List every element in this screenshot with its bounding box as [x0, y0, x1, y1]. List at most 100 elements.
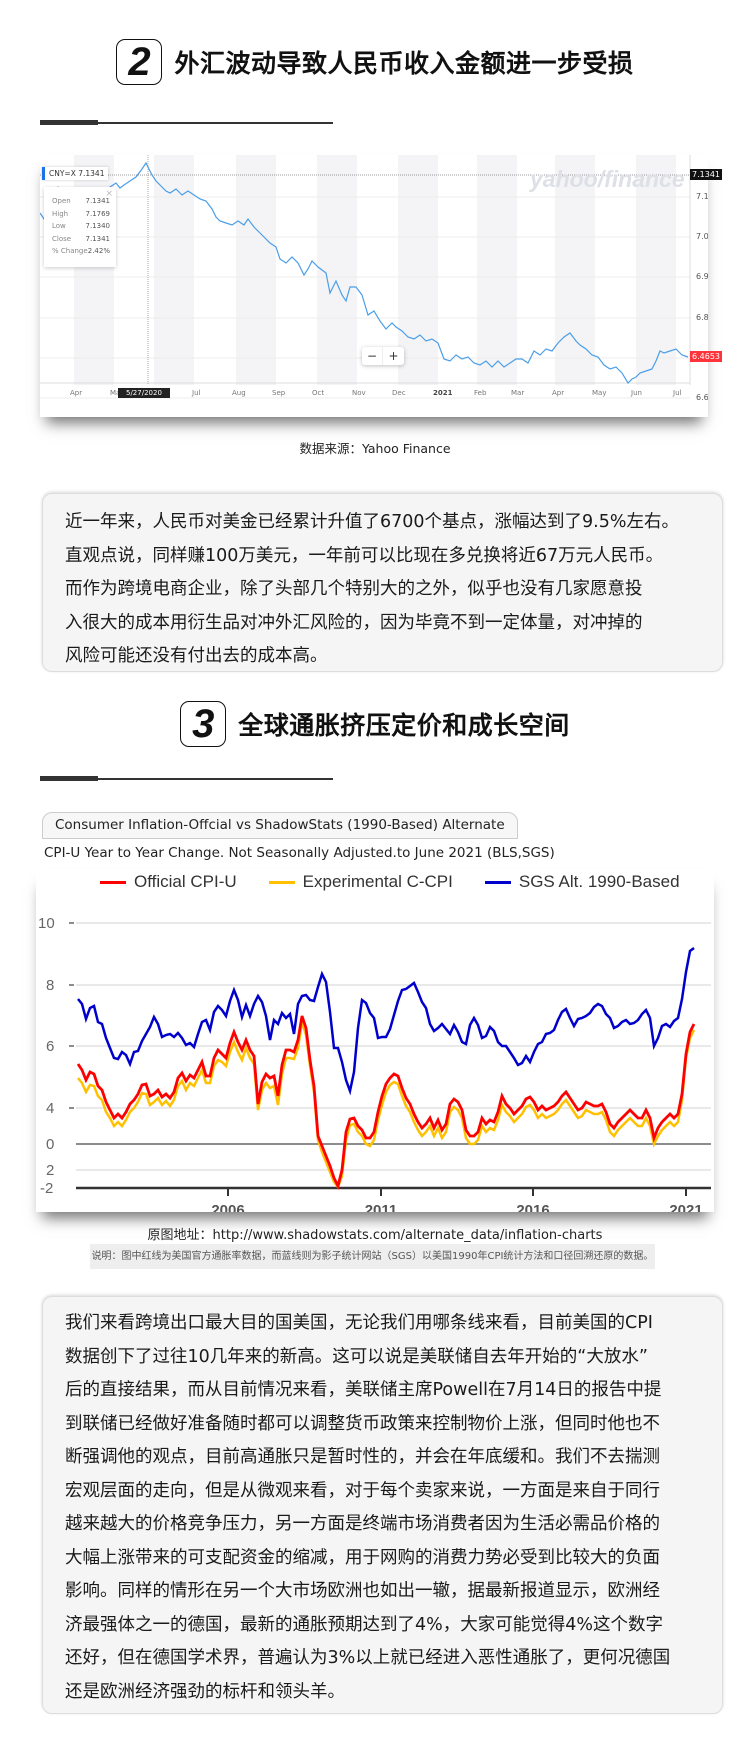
tooltip-value: 7.1341	[85, 234, 111, 243]
yahoo-watermark: yahoo/finance	[529, 166, 685, 192]
section-divider	[40, 776, 333, 781]
section-title: 外汇波动导致人民币收入金额进一步受损	[174, 49, 634, 78]
inflation-lines: 0 -2 2006 2011 2016 2021	[40, 947, 711, 1212]
paragraph-line: 还是欧洲经济强劲的标杆和领头羊。	[65, 1681, 345, 1702]
x-tick: Feb	[474, 389, 487, 397]
paragraph-line: 近一年来，人民币对美金已经累计升值了6700个基点，涨幅达到了9.5%左右。	[65, 512, 679, 532]
ohlc-tooltip: × Open 7.1341 High 7.1769 Low 7.1340 Close 7…	[44, 187, 116, 267]
tooltip-value: 7.1341	[85, 197, 111, 205]
y-tick: 7.1000	[696, 192, 708, 201]
tooltip-close-icon[interactable]: ×	[105, 189, 113, 199]
yahoo-finance-chart: yahoo/finance 7.1000 7.0000 6.9000 6.800…	[39, 155, 724, 417]
tooltip-label: Low	[52, 222, 66, 230]
paragraph-line: 而作为跨境电商企业，除了头部几个特别大的之外，似乎也没有几家愿意投	[65, 579, 643, 599]
y-tick: 8	[46, 977, 54, 994]
tooltip-value: 7.1769	[85, 209, 111, 218]
paragraph-line: 越来越大的价格竞争压力，另一方面是终端市场消费者因为生活必需品价格的	[65, 1514, 660, 1534]
tooltip-label: % Change	[52, 247, 88, 255]
legend-item-official-cpi: Official CPI-U	[100, 872, 237, 892]
paragraph-line: 大幅上涨带来的可支配资金的缩减，用于网购的消费力势必受到比较大的负面	[65, 1547, 660, 1568]
paragraph-line: 数据创下了过往10几年来的新高。这可以说是美联储自去年开始的“大放水”	[65, 1346, 648, 1367]
inflation-chart	[36, 870, 714, 1212]
paragraph-line: 济最强体之一的德国，最新的通胀预期达到了4%，大家可能觉得4%这个数字	[65, 1614, 664, 1635]
tooltip-value: 7.1340	[85, 222, 111, 230]
x-tick: Nov	[352, 389, 366, 397]
x-axis: Apr Ma Jul Aug Sep Oct Nov Dec 2021 Feb …	[40, 388, 690, 403]
y-tick: 6.8000	[696, 313, 708, 322]
chart-legend: Official CPI-U Experimental C-CPI SGS Al…	[100, 872, 680, 892]
y-tick: 6	[46, 1038, 54, 1055]
y-tick: 6.6000	[696, 393, 708, 402]
y-tick: 2	[46, 1162, 54, 1179]
x-tick: Oct	[312, 389, 325, 397]
paragraph-line: 断强调他的观点，目前高通胀只是暂时性的，并会在年底缓和。我们不去揣测	[65, 1447, 660, 1467]
x-tick: 2016	[516, 1202, 549, 1212]
section-title: 全球通胀挤压定价和成长空间	[238, 711, 570, 740]
x-tick: Apr	[70, 389, 83, 397]
paragraph-line: 直观点说，同样赚100万美元，一年前可以比现在多兑换将近67万元人民币。	[65, 545, 664, 566]
paragraph-line: 风险可能还没有付出去的成本高。	[65, 646, 328, 666]
yahoo-chart-svg: yahoo/finance 7.1000 7.0000 6.9000 6.800…	[39, 155, 724, 402]
x-tick: Sep	[272, 389, 286, 397]
x-tick: Mar	[511, 389, 525, 397]
paragraph-line: 后的直接结果，而从目前情况来看，美联储主席Powell在7月14日的报告中提	[65, 1380, 662, 1400]
legend-item-sgs: SGS Alt. 1990-Based	[484, 872, 680, 892]
x-tick: Ma	[110, 389, 121, 397]
legend-swatch	[484, 880, 511, 884]
paragraph-line: 还好，但在德国学术界，普遍认为3%以上就已经进入恶性通胀了，更何况德国	[65, 1648, 671, 1668]
x-tick: Jul	[673, 389, 682, 397]
series-sgs	[77, 947, 695, 1096]
y-tick: 10	[38, 915, 55, 932]
x-tick: Jun	[631, 389, 642, 397]
legend-label: Official CPI-U	[134, 872, 237, 891]
x-tick: 2021	[669, 1202, 702, 1212]
symbol-label: CNY=X 7.1341	[42, 167, 109, 180]
zoom-in-button[interactable]: +	[388, 349, 399, 363]
zoom-out-button[interactable]: −	[362, 347, 383, 365]
x-tick: Jul	[192, 389, 201, 397]
paragraph-line: 宏观层面的走向，但是从微观来看，对于每个卖家来说，一方面是来自于同行	[65, 1480, 660, 1501]
legend-item-experimental-ccpi: Experimental C-CPI	[268, 872, 453, 892]
paragraph-line: 入很大的成本用衍生品对冲外汇风险的，因为毕竟不到一定体量，对冲掉的	[65, 612, 643, 633]
x-tick: May	[592, 389, 607, 397]
y-tick: -2	[40, 1180, 53, 1197]
series-ccpi	[77, 1021, 696, 1190]
x-tick: Apr	[552, 389, 565, 397]
zoom-controls: − +	[362, 347, 404, 365]
inflation-chart-title: Consumer Inflation-Offcial vs ShadowStat…	[42, 812, 518, 839]
crosshair-date-label: 5/27/2020	[118, 388, 170, 398]
x-tick: 2021	[433, 389, 453, 397]
yahoo-source-caption: 数据来源：Yahoo Finance	[299, 441, 451, 456]
section-divider	[40, 120, 333, 125]
symbol-text: CNY=X 7.1341	[49, 169, 105, 178]
legend-swatch	[100, 880, 126, 884]
last-price-tag: 6.4653	[690, 351, 722, 362]
x-tick: 2011	[365, 1202, 398, 1212]
inflation-chart-subtitle: CPI-U Year to Year Change. Not Seasonall…	[44, 845, 555, 861]
x-tick: Dec	[392, 389, 406, 397]
current-price-tag: 7.1341	[690, 169, 722, 180]
legend-label: SGS Alt. 1990-Based	[518, 872, 680, 891]
inflation-chart-plot: 10 8 6 4 2	[38, 915, 711, 1179]
y-tick: 0	[46, 1136, 54, 1153]
y-tick: 4	[46, 1100, 54, 1117]
tooltip-label: Open	[52, 197, 71, 205]
section-number-badge: 2	[116, 39, 163, 85]
section-3-heading: 3 全球通胀挤压定价和成长空间	[0, 698, 750, 750]
inflation-chart-note: 说明：图中红线为美国官方通胀率数据，而蓝线则为影子统计网站（SGS）以美国199…	[90, 1244, 655, 1269]
tooltip-value: 2.42%	[87, 247, 110, 255]
y-tick: 7.0000	[696, 232, 708, 241]
tooltip-label: Close	[52, 234, 72, 243]
tooltip-label: High	[52, 209, 69, 218]
section-2-heading: 2 外汇波动导致人民币收入金额进一步受损	[0, 36, 750, 88]
inflation-source-caption: 原图地址：http://www.shadowstats.com/alternat…	[147, 1228, 603, 1243]
paragraph-line: 影响。同样的情形在另一个大市场欧洲也如出一辙，据最新报道显示，欧洲经	[65, 1581, 660, 1601]
paragraph-line: 到联储已经做好准备随时都可以调整货币政策来控制物价上涨，但同时他也不	[65, 1413, 660, 1434]
paragraph-box-1: 近一年来，人民币对美金已经累计升值了6700个基点，涨幅达到了9.5%左右。 直…	[42, 493, 723, 672]
x-tick: Aug	[232, 389, 246, 397]
y-tick: 6.9000	[696, 272, 708, 281]
x-tick: 2006	[211, 1202, 244, 1212]
series-official-cpi	[76, 1015, 696, 1191]
paragraph-box-2: 我们来看跨境出口最大目的国美国，无论我们用哪条线来看，目前美国的CPI 数据创下…	[42, 1296, 723, 1714]
legend-label: Experimental C-CPI	[302, 872, 453, 891]
